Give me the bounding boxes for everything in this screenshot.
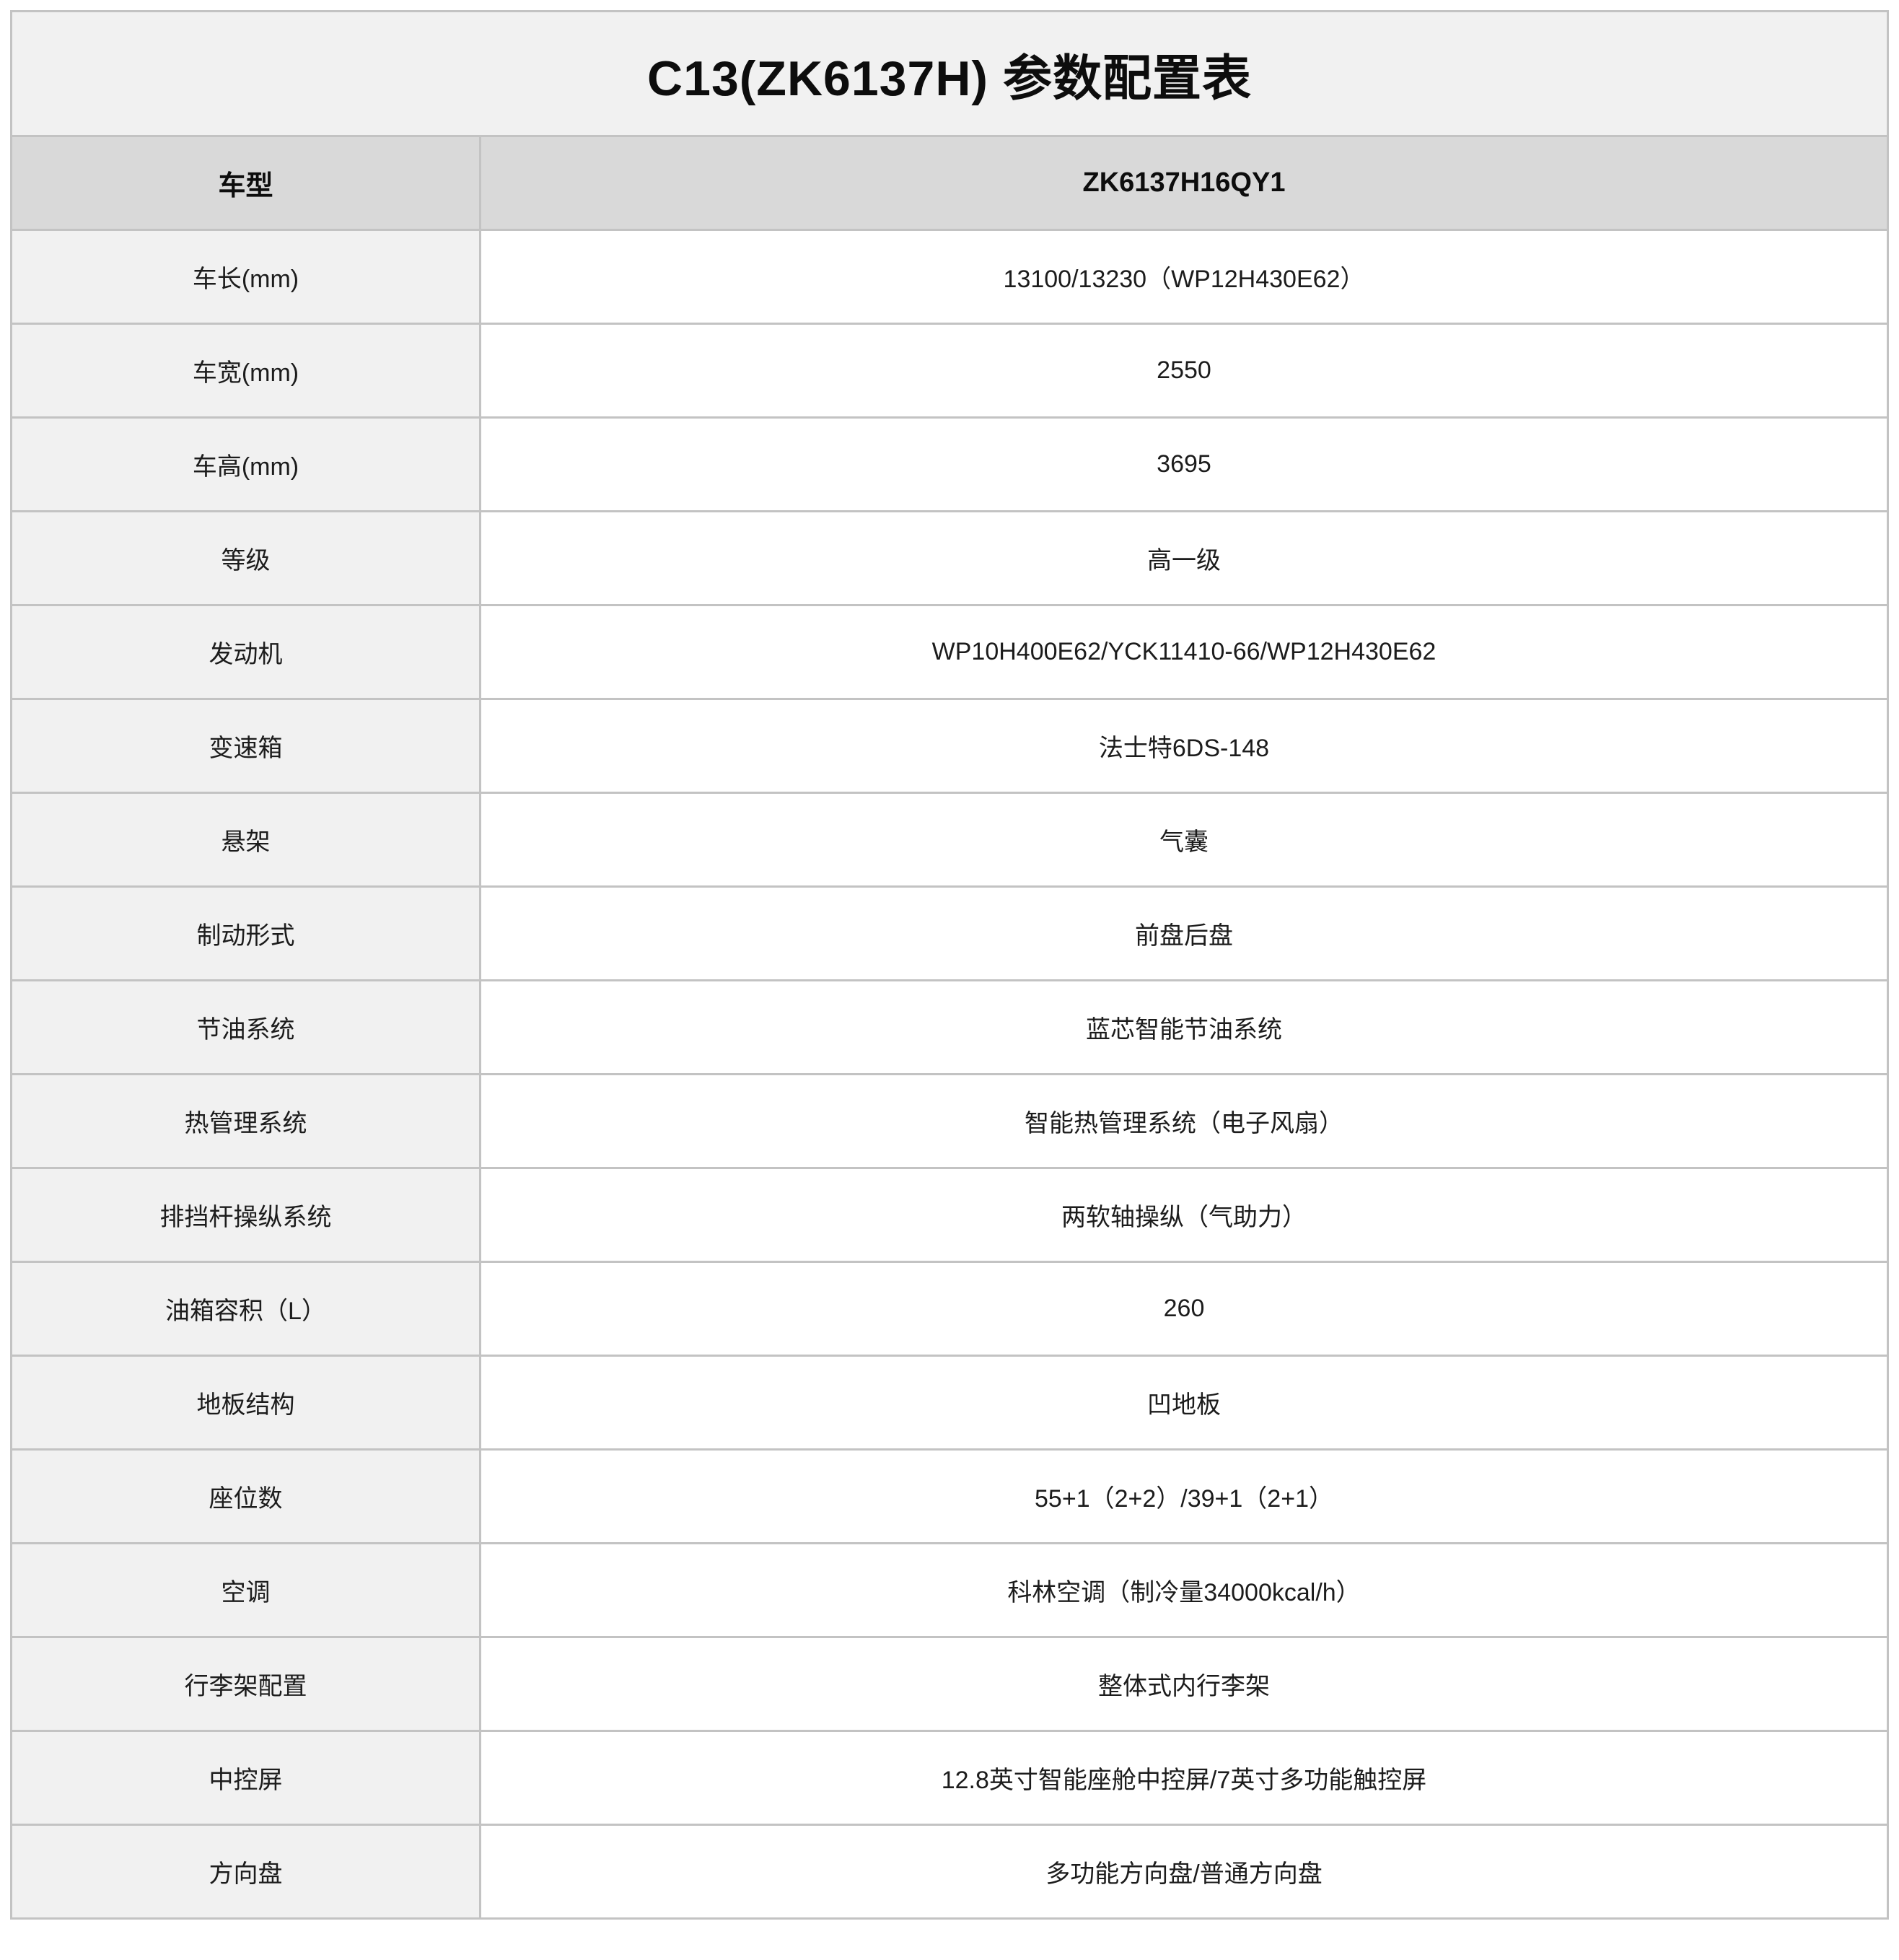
title-row: C13(ZK6137H) 参数配置表 [10, 10, 1889, 137]
spec-label: 车高(mm) [10, 416, 481, 512]
spec-table: C13(ZK6137H) 参数配置表 车型 ZK6137H16QY1 车长(mm… [10, 10, 1889, 1920]
spec-table-body: C13(ZK6137H) 参数配置表 车型 ZK6137H16QY1 车长(mm… [10, 10, 1889, 1920]
spec-label: 变速箱 [10, 698, 481, 794]
table-row: 等级 高一级 [10, 510, 1889, 606]
spec-value: 凹地板 [479, 1355, 1889, 1451]
spec-label: 排挡杆操纵系统 [10, 1167, 481, 1263]
spec-label: 空调 [10, 1542, 481, 1638]
page-title: C13(ZK6137H) 参数配置表 [10, 10, 1889, 137]
table-row: 车宽(mm) 2550 [10, 323, 1889, 419]
table-row: 地板结构 凹地板 [10, 1355, 1889, 1451]
spec-value: WP10H400E62/YCK11410-66/WP12H430E62 [479, 604, 1889, 700]
spec-value: 2550 [479, 323, 1889, 419]
spec-value: 13100/13230（WP12H430E62） [479, 229, 1889, 325]
spec-value: 整体式内行李架 [479, 1636, 1889, 1732]
spec-value: 55+1（2+2）/39+1（2+1） [479, 1448, 1889, 1544]
spec-label: 车宽(mm) [10, 323, 481, 419]
table-row: 行李架配置 整体式内行李架 [10, 1636, 1889, 1732]
spec-value: 前盘后盘 [479, 885, 1889, 981]
spec-label: 行李架配置 [10, 1636, 481, 1732]
spec-label: 发动机 [10, 604, 481, 700]
spec-value: 科林空调（制冷量34000kcal/h） [479, 1542, 1889, 1638]
spec-label: 悬架 [10, 792, 481, 888]
spec-value: 智能热管理系统（电子风扇） [479, 1073, 1889, 1169]
header-model-label: 车型 [10, 135, 481, 231]
header-model-value: ZK6137H16QY1 [479, 135, 1889, 231]
table-row: 方向盘 多功能方向盘/普通方向盘 [10, 1824, 1889, 1920]
spec-value: 12.8英寸智能座舱中控屏/7英寸多功能触控屏 [479, 1730, 1889, 1826]
spec-value: 蓝芯智能节油系统 [479, 979, 1889, 1075]
table-row: 车长(mm) 13100/13230（WP12H430E62） [10, 229, 1889, 325]
spec-value: 3695 [479, 416, 1889, 512]
table-row: 空调 科林空调（制冷量34000kcal/h） [10, 1542, 1889, 1638]
header-row: 车型 ZK6137H16QY1 [10, 135, 1889, 231]
table-row: 节油系统 蓝芯智能节油系统 [10, 979, 1889, 1075]
table-row: 座位数 55+1（2+2）/39+1（2+1） [10, 1448, 1889, 1544]
spec-label: 油箱容积（L） [10, 1261, 481, 1357]
table-row: 热管理系统 智能热管理系统（电子风扇） [10, 1073, 1889, 1169]
spec-value: 多功能方向盘/普通方向盘 [479, 1824, 1889, 1920]
table-row: 中控屏 12.8英寸智能座舱中控屏/7英寸多功能触控屏 [10, 1730, 1889, 1826]
spec-label: 座位数 [10, 1448, 481, 1544]
table-row: 悬架 气囊 [10, 792, 1889, 888]
spec-label: 制动形式 [10, 885, 481, 981]
spec-label: 车长(mm) [10, 229, 481, 325]
spec-label: 热管理系统 [10, 1073, 481, 1169]
table-row: 车高(mm) 3695 [10, 416, 1889, 512]
spec-value: 两软轴操纵（气助力） [479, 1167, 1889, 1263]
table-row: 发动机 WP10H400E62/YCK11410-66/WP12H430E62 [10, 604, 1889, 700]
spec-value: 高一级 [479, 510, 1889, 606]
spec-value: 法士特6DS-148 [479, 698, 1889, 794]
spec-label: 地板结构 [10, 1355, 481, 1451]
spec-label: 方向盘 [10, 1824, 481, 1920]
table-row: 变速箱 法士特6DS-148 [10, 698, 1889, 794]
spec-label: 节油系统 [10, 979, 481, 1075]
table-row: 油箱容积（L） 260 [10, 1261, 1889, 1357]
table-row: 排挡杆操纵系统 两软轴操纵（气助力） [10, 1167, 1889, 1263]
table-row: 制动形式 前盘后盘 [10, 885, 1889, 981]
spec-label: 中控屏 [10, 1730, 481, 1826]
spec-label: 等级 [10, 510, 481, 606]
spec-value: 气囊 [479, 792, 1889, 888]
spec-value: 260 [479, 1261, 1889, 1357]
